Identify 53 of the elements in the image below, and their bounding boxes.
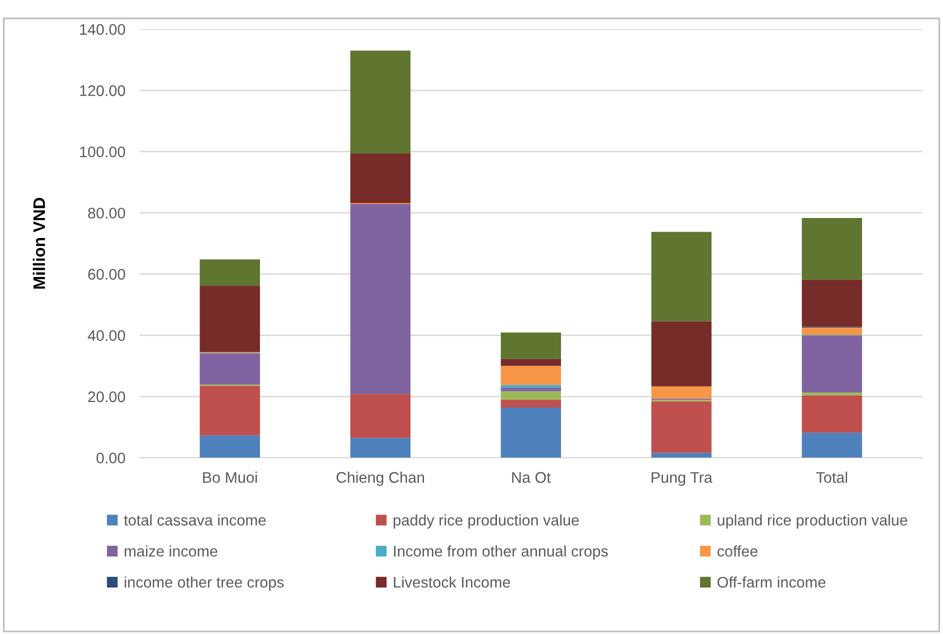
y-tick-label: 100.00 [80, 146, 126, 158]
bar [802, 336, 862, 393]
bar [651, 232, 712, 322]
y-tick-label: 140.00 [80, 24, 126, 35]
x-tick-label: Total [816, 472, 848, 483]
y-tick-label: 0.00 [96, 452, 126, 464]
y-tick-label: 120.00 [80, 85, 126, 96]
bar [350, 394, 410, 438]
bar [350, 50, 410, 154]
bar [802, 392, 862, 396]
bar [200, 286, 260, 352]
bar [802, 218, 862, 280]
x-tick-label: Bo Muoi [203, 472, 257, 483]
legend-label: maize income [124, 545, 218, 557]
legend-label: upland rice production value [718, 514, 908, 529]
x-tick-label: Na Ot [512, 472, 551, 483]
bar [350, 438, 410, 458]
bar [500, 408, 562, 458]
legend-label: income other tree crops [124, 576, 284, 591]
bar [200, 435, 260, 458]
bar [200, 386, 260, 436]
bar [500, 400, 562, 408]
bar [500, 388, 562, 392]
legend-label: paddy rice production value [394, 514, 579, 529]
bar [651, 386, 712, 399]
legend-label: Off-farm income [718, 576, 826, 588]
bar [200, 353, 260, 385]
bar [200, 259, 260, 286]
bar [500, 366, 562, 385]
bar [802, 328, 862, 335]
bar [500, 391, 562, 400]
y-tick-label: 40.00 [88, 330, 126, 341]
bar [802, 432, 862, 458]
legend-label: coffee [717, 545, 758, 557]
x-tick-label: Pung Tra [652, 472, 712, 486]
bar [651, 401, 712, 453]
bar [802, 395, 862, 433]
bar [802, 280, 862, 327]
y-tick-label: 20.00 [88, 391, 126, 402]
bar [350, 204, 410, 394]
bar [651, 452, 712, 458]
y-tick-label: 80.00 [88, 208, 126, 219]
y-axis-title: Million VND [32, 198, 46, 289]
bar [500, 332, 562, 359]
bar [500, 358, 562, 366]
bar [651, 321, 712, 386]
bar [350, 153, 410, 204]
legend-label: Livestock Income [394, 576, 510, 588]
legend-label: Income from other annual crops [394, 545, 608, 560]
bar [500, 384, 562, 388]
y-tick-label: 60.00 [88, 268, 126, 280]
x-tick-label: Chieng Chan [336, 472, 424, 486]
legend-label: total cassava income [124, 514, 266, 526]
